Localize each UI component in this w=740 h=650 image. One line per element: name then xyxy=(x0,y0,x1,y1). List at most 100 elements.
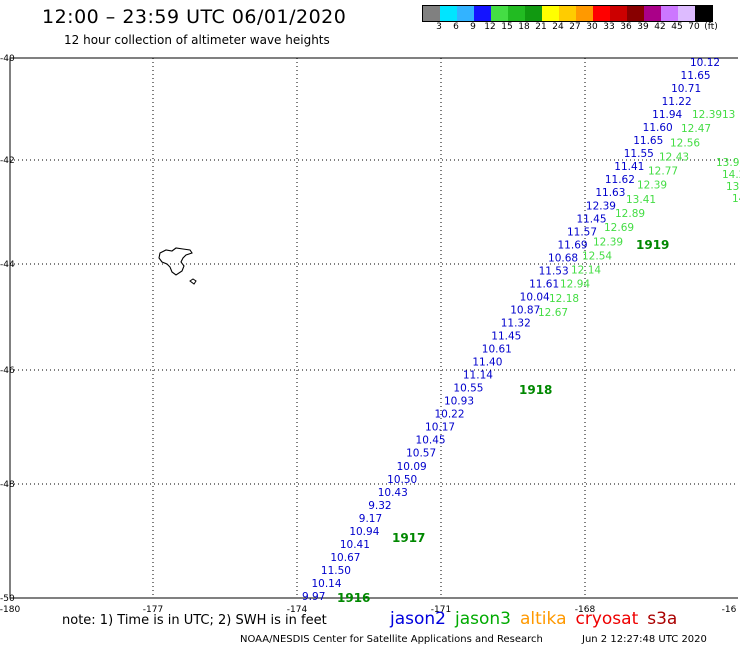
wave-height-label: 10.45 xyxy=(416,435,446,447)
wave-height-label: 11.45 xyxy=(576,213,606,225)
pass-label: 1916 xyxy=(337,591,370,605)
wave-height-label: 13.7 xyxy=(726,181,740,193)
wave-height-label: 10.61 xyxy=(482,344,512,356)
axis-tick-labels: -180 -177 -174 -171 -168 -16 -40 -42 -44 -46 -48 -5… xyxy=(0,54,737,615)
legend-cryosat: cryosat xyxy=(575,609,639,629)
legend-jason2: jason2 xyxy=(390,609,446,629)
colorbar-swatch xyxy=(678,6,695,21)
lat-tick-label: -42 xyxy=(0,156,15,166)
wave-height-label: 12.39 xyxy=(637,180,667,192)
colorbar-swatch xyxy=(644,6,661,21)
colorbar-label: 15 xyxy=(501,22,513,32)
wave-height-label: 10.87 xyxy=(510,304,540,316)
wave-height-label: 11.60 xyxy=(643,122,673,134)
colorbar-swatch xyxy=(491,6,508,21)
wave-height-label: 12.39 xyxy=(692,109,722,121)
wave-height-label: 9.17 xyxy=(359,513,382,525)
colorbar-label: 18 xyxy=(518,22,530,32)
wave-height-label: 11.62 xyxy=(605,174,635,186)
wave-height-label: 10.41 xyxy=(340,539,370,551)
wave-height-label: 11.69 xyxy=(558,239,588,251)
wave-height-label: 11.22 xyxy=(662,96,692,108)
colorbar-swatch xyxy=(695,6,712,21)
wave-height-label: 10.17 xyxy=(425,422,455,434)
colorbar-swatch xyxy=(576,6,593,21)
colorbar-label: 6 xyxy=(453,22,459,32)
wave-height-label: 10.43 xyxy=(378,487,408,499)
wave-height-label: 10.68 xyxy=(548,252,578,264)
pass-label: 1918 xyxy=(519,383,552,397)
lon-tick-label: -168 xyxy=(575,605,596,615)
lat-tick-label: -50 xyxy=(0,594,15,604)
colorbar-swatch xyxy=(593,6,610,21)
wave-height-label: 10.67 xyxy=(330,552,360,564)
lat-tick-label: -44 xyxy=(0,260,15,270)
lon-tick-label: -16 xyxy=(722,605,737,615)
wave-height-label: 11.32 xyxy=(501,317,531,329)
generated-timestamp: Jun 2 12:27:48 UTC 2020 xyxy=(582,634,707,645)
map-subtitle: 12 hour collection of altimeter wave hei… xyxy=(64,33,330,47)
wave-height-label: 10.22 xyxy=(434,409,464,421)
wave-height-label: 12.14 xyxy=(571,265,601,277)
colorbar-swatch xyxy=(457,6,474,21)
colorbar-swatch xyxy=(525,6,542,21)
colorbar-label: 21 xyxy=(535,22,547,32)
map-gridlines xyxy=(10,58,738,598)
lat-tick-label: -48 xyxy=(0,480,15,490)
wave-height-label: 10.94 xyxy=(349,526,379,538)
lat-tick-label: -46 xyxy=(0,366,15,376)
wave-height-label: 11.50 xyxy=(321,565,351,577)
wave-height-label: 10.04 xyxy=(520,291,550,303)
colorbar-label: 3 xyxy=(436,22,442,32)
colorbar-label: 24 xyxy=(552,22,564,32)
colorbar-swatch xyxy=(474,6,491,21)
colorbar-swatch xyxy=(627,6,644,21)
colorbar-swatch xyxy=(542,6,559,21)
wave-height-label: 10.09 xyxy=(397,461,427,473)
colorbar-label: 42 xyxy=(654,22,666,32)
wave-height-label: 12.67 xyxy=(538,307,568,319)
wave-height-label: 10.12 xyxy=(690,57,720,69)
wave-height-label: 12.69 xyxy=(604,222,634,234)
credit-text: NOAA/NESDIS Center for Satellite Applica… xyxy=(240,634,543,645)
legend-jason3: jason3 xyxy=(455,609,511,629)
wave-height-label: 11.65 xyxy=(681,70,711,82)
wave-height-label: 12.18 xyxy=(549,293,579,305)
wave-height-label: 13.41 xyxy=(626,194,656,206)
colorbar-label: 70 xyxy=(688,22,700,32)
map-title: 12:00 – 23:59 UTC 06/01/2020 xyxy=(42,6,347,28)
colorbar-swatch xyxy=(661,6,678,21)
wave-height-label: 10.93 xyxy=(444,396,474,408)
wave-height-label: 11.40 xyxy=(472,357,502,369)
wave-height-label: 11.45 xyxy=(491,331,521,343)
colorbar-swatch xyxy=(440,6,457,21)
wave-height-label: 9.32 xyxy=(368,500,391,512)
colorbar-label: 39 xyxy=(637,22,649,32)
wave-height-label: 11.65 xyxy=(633,135,663,147)
colorbar-label: 33 xyxy=(603,22,615,32)
colorbar-swatch xyxy=(508,6,525,21)
colorbar-label: 9 xyxy=(470,22,476,32)
wave-height-label: 12.94 xyxy=(560,279,590,291)
note-text: note: 1) Time is in UTC; 2) SWH is in fe… xyxy=(62,613,327,628)
lon-tick-label: -177 xyxy=(143,605,163,615)
wave-height-label: 11.94 xyxy=(652,109,682,121)
island-outline xyxy=(158,247,197,285)
colorbar-label: 30 xyxy=(586,22,598,32)
colorbar-swatch xyxy=(610,6,627,21)
wave-height-label: 10.71 xyxy=(671,83,701,95)
lat-tick-label: -40 xyxy=(0,54,15,64)
wave-height-label: 10.50 xyxy=(387,474,417,486)
wave-height-label: 12.43 xyxy=(659,151,689,163)
lon-tick-label: -180 xyxy=(0,605,20,615)
wave-height-label: 12.77 xyxy=(648,166,678,178)
wave-height-label: 12.39 xyxy=(586,200,616,212)
legend-altika: altika xyxy=(520,609,567,629)
wave-height-label: 11.57 xyxy=(567,226,597,238)
wave-height-label: 11.41 xyxy=(614,161,644,173)
colorbar-label: 27 xyxy=(569,22,581,32)
wave-height-label: 12.47 xyxy=(681,123,711,135)
wave-height-label: 12.89 xyxy=(615,208,645,220)
wave-height-label: 11.63 xyxy=(595,187,625,199)
